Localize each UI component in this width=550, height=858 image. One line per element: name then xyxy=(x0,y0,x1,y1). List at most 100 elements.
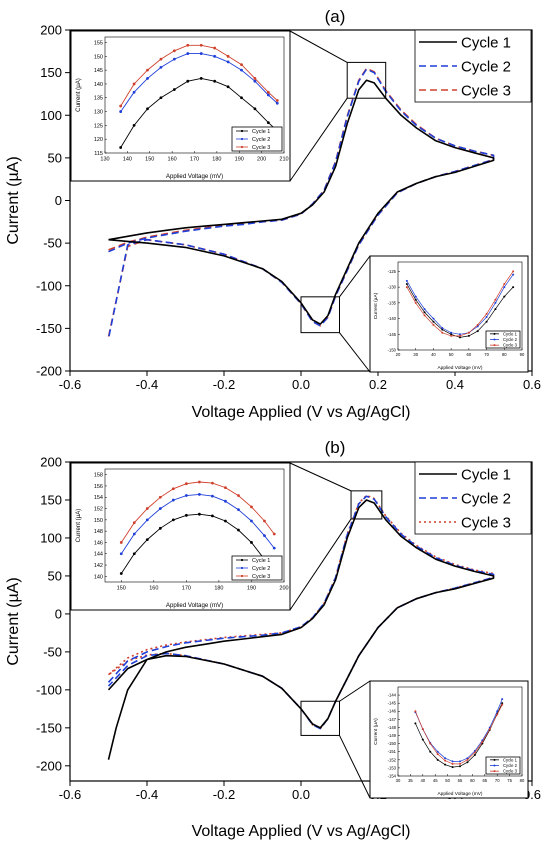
inset-y-tick-label: 125 xyxy=(94,123,103,129)
inset-point-3 xyxy=(132,521,136,525)
legend-label-2: Cycle 2 xyxy=(252,137,270,143)
inset-point-2 xyxy=(213,54,217,58)
y-tick-label: 0 xyxy=(55,606,62,621)
inset-point-1 xyxy=(414,722,417,725)
inset-point-3 xyxy=(186,43,190,47)
inset-point-1 xyxy=(476,330,479,333)
inset-frame xyxy=(70,30,291,182)
legend-label-1: Cycle 1 xyxy=(252,129,270,135)
inset-point-2 xyxy=(184,494,188,497)
inset-point-2 xyxy=(485,316,488,318)
inset-point-1 xyxy=(444,763,447,766)
inset-point-2 xyxy=(119,110,123,113)
inset-point-3 xyxy=(467,331,470,334)
x-tick-label: -0.6 xyxy=(59,787,81,802)
x-tick-label: 0.4 xyxy=(446,377,464,392)
legend-label-1: Cycle 1 xyxy=(461,466,511,483)
data-layer xyxy=(107,67,495,339)
x-tick-label: 0.6 xyxy=(523,377,541,392)
y-tick-label: -50 xyxy=(43,644,62,659)
inset-y-tick-label: -149 xyxy=(388,733,397,738)
inset-frame xyxy=(369,255,529,373)
legend-label-1: Cycle 1 xyxy=(461,34,511,51)
inset-point-1 xyxy=(146,107,149,111)
inset-y-tick-label: 148 xyxy=(94,529,103,535)
inset-point-1 xyxy=(423,311,426,314)
inset-point-1 xyxy=(503,295,506,298)
inset-point-3 xyxy=(501,703,504,706)
legend-label-2: Cycle 2 xyxy=(503,763,518,768)
series-line-2 xyxy=(107,68,495,339)
inset-point-3 xyxy=(171,487,175,491)
inset-point-2 xyxy=(158,507,162,510)
inset-x-tick-label: 40 xyxy=(431,352,436,357)
inset-point-1 xyxy=(253,107,257,111)
inset-point-1 xyxy=(485,320,488,323)
inset-point-3 xyxy=(199,43,203,47)
inset-point-2 xyxy=(512,273,515,276)
inset-point-1 xyxy=(501,702,504,705)
inset-x-tick-label: 170 xyxy=(182,586,191,592)
inset-y-axis-label: Current (µA) xyxy=(373,718,379,745)
inset-point-3 xyxy=(184,482,188,486)
inset-point-1 xyxy=(119,572,123,575)
zoom-connector xyxy=(289,30,348,63)
zoom-connector xyxy=(289,97,348,182)
inset-point-3 xyxy=(421,728,424,731)
inset-point-3 xyxy=(119,104,123,108)
inset-x-tick-label: 180 xyxy=(212,157,221,163)
inset-x-tick-label: 55 xyxy=(458,778,463,783)
inset-point-2 xyxy=(432,317,435,320)
inset-point-3 xyxy=(512,270,515,273)
y-tick-label: 0 xyxy=(55,193,62,208)
inset-point-2 xyxy=(159,65,163,69)
inset-y-tick-label: -152 xyxy=(388,757,397,762)
legend-label-2: Cycle 2 xyxy=(503,337,518,342)
inset-y-tick-label: -140 xyxy=(388,316,397,321)
inset-point-3 xyxy=(466,758,469,761)
inset-x-tick-label: 140 xyxy=(123,157,132,163)
inset-point-3 xyxy=(172,49,176,53)
inset-point-3 xyxy=(414,710,417,713)
inset-point-1 xyxy=(240,96,243,100)
inset-x-tick-label: 190 xyxy=(247,586,256,592)
inset-point-2 xyxy=(211,494,214,498)
inset-point-3 xyxy=(459,334,461,337)
zoom-connector xyxy=(289,518,352,611)
inset-x-tick-label: 60 xyxy=(467,352,472,357)
inset-point-1 xyxy=(441,328,444,331)
inset-y-tick-label: 140 xyxy=(94,574,103,580)
inset-point-2 xyxy=(240,68,243,72)
inset-y-tick-label: 135 xyxy=(94,96,103,102)
inset-point-2 xyxy=(132,532,136,536)
legend-label-2: Cycle 2 xyxy=(461,58,511,75)
inset-point-3 xyxy=(441,331,444,334)
y-tick-label: 200 xyxy=(40,455,62,470)
inset-point-1 xyxy=(466,761,469,764)
inset-x-tick-label: 30 xyxy=(413,352,418,357)
y-tick-label: 150 xyxy=(40,65,62,80)
legend-label-3: Cycle 3 xyxy=(503,769,518,774)
inset-y-tick-label: -147 xyxy=(388,717,397,722)
inset-x-tick-label: 210 xyxy=(279,157,288,163)
panel-label: (a) xyxy=(325,7,346,26)
inset-x-tick-label: 80 xyxy=(520,778,525,783)
panel-label: (b) xyxy=(325,438,346,457)
inset-point-3 xyxy=(237,494,240,497)
x-tick-label: 0.0 xyxy=(292,377,310,392)
inset-y-axis-label: Current (µA) xyxy=(75,509,82,543)
y-tick-label: 100 xyxy=(40,108,62,123)
panel-b: (b)-0.6-0.4-0.20.00.20.40.6-200-150-100-… xyxy=(5,438,541,840)
inset-x-tick-label: 150 xyxy=(145,157,154,163)
inset-point-2 xyxy=(145,518,149,522)
x-tick-label: -0.2 xyxy=(213,787,235,802)
zoom-connector xyxy=(289,462,352,492)
inset-top-left: 130 140 150 160 170 180 190 200 210 115 120 125 130 1… xyxy=(70,30,291,182)
legend-marker-2 xyxy=(493,764,496,767)
zoom-box xyxy=(300,296,340,334)
inset-y-axis-label: Current (µA) xyxy=(75,78,82,112)
y-tick-label: 150 xyxy=(40,492,62,507)
inset-point-2 xyxy=(450,331,453,334)
y-tick-label: -100 xyxy=(36,682,62,697)
